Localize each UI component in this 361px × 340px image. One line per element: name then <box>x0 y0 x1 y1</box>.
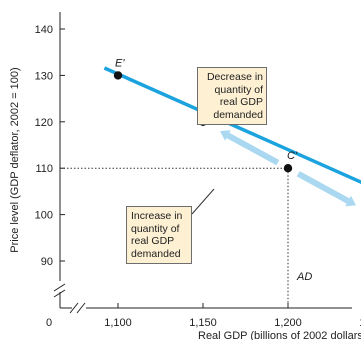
x-axis-title: Real GDP (billions of 2002 dollars) <box>198 330 361 340</box>
increase-annotation-line: Increase in <box>131 210 183 222</box>
movement-arrow-shaft <box>296 171 350 204</box>
x-axis-break-mark <box>76 302 86 314</box>
increase-leader-line <box>191 188 215 215</box>
y-axis-break-mark <box>53 289 66 298</box>
point-label: C' <box>287 150 298 162</box>
x-tick-label: 1,100 <box>104 317 132 329</box>
decrease-annotation-line: Decrease in <box>206 71 263 83</box>
ad-curve <box>103 66 361 185</box>
increase-annotation: Increase in quantity of real GDP demande… <box>126 206 192 264</box>
ad-curve-label: AD <box>296 271 312 283</box>
movement-arrow-shaft <box>226 132 280 166</box>
y-tick-label: 100 <box>35 210 53 222</box>
increase-annotation-line: demanded <box>131 247 181 260</box>
decrease-annotation-line: quantity of <box>214 83 263 96</box>
data-point <box>283 164 293 173</box>
movement-arrow-head <box>220 130 231 141</box>
y-axis-title: Price level (GDP deflator, 2002 = 100) <box>9 67 21 252</box>
increase-annotation-line: real GDP <box>131 235 175 247</box>
decrease-annotation-line: demanded <box>213 108 263 121</box>
origin-label: 0 <box>46 317 52 329</box>
increase-annotation-line: quantity of <box>131 222 180 235</box>
y-tick-label: 90 <box>41 256 53 268</box>
x-tick-label: 1,150 <box>189 317 217 329</box>
movement-arrow-head <box>345 195 356 207</box>
y-axis-break-mark <box>53 283 66 292</box>
x-axis-break-mark <box>69 302 79 314</box>
y-tick-label: 140 <box>35 24 53 36</box>
data-point <box>113 71 123 80</box>
movement-arrows <box>220 130 356 207</box>
y-tick-label: 110 <box>35 163 53 175</box>
x-tick-label: 1,200 <box>274 317 302 329</box>
x-tick-label: 1,250 <box>359 317 361 329</box>
point-label: E' <box>115 57 125 69</box>
y-tick-label: 130 <box>35 70 53 82</box>
decrease-annotation: Decrease in quantity of real GDP demande… <box>197 67 267 125</box>
y-tick-label: 120 <box>35 117 53 129</box>
decrease-annotation-line: real GDP <box>219 96 263 108</box>
y-axis-ticks: 90 100 110 120 130 140 <box>35 24 65 268</box>
